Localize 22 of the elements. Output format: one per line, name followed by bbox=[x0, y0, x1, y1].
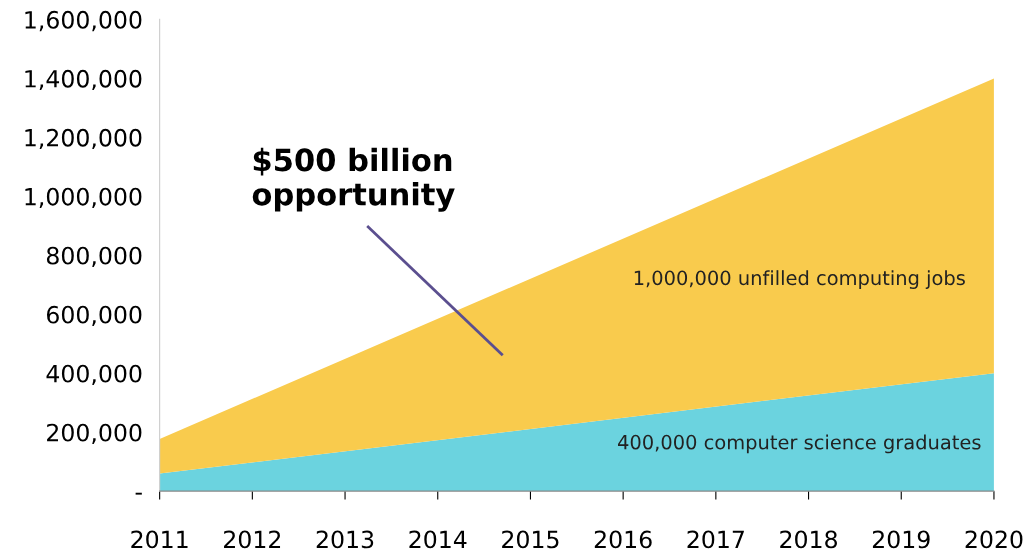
y-tick-label: 1,200,000 bbox=[25, 128, 142, 150]
x-tick-label: 2012 bbox=[224, 530, 281, 549]
y-tick-label: 200,000 bbox=[47, 423, 142, 444]
series-label: 400,000 computer science graduates bbox=[618, 434, 981, 454]
x-tick-label: 2020 bbox=[965, 530, 1023, 549]
y-tick-label: 1,400,000 bbox=[25, 69, 142, 91]
y-tick-label: 1,600,000 bbox=[25, 10, 142, 32]
x-tick-label: 2015 bbox=[502, 530, 559, 549]
x-tick-label: 2017 bbox=[687, 530, 744, 549]
x-tick-label: 2013 bbox=[316, 530, 374, 549]
x-tick-label: 2016 bbox=[594, 530, 652, 549]
y-tick-label: 800,000 bbox=[46, 246, 142, 268]
x-tick-label: 2018 bbox=[780, 530, 837, 549]
y-tick-label: - bbox=[135, 492, 142, 495]
y-tick-label: 1,000,000 bbox=[25, 187, 142, 209]
x-tick-label: 2011 bbox=[131, 530, 188, 549]
y-tick-label: 600,000 bbox=[46, 305, 142, 326]
series-label: 1,000,000 unfilled computing jobs bbox=[634, 270, 965, 289]
y-tick-label: 400,000 bbox=[46, 364, 142, 385]
x-tick-label: 2019 bbox=[872, 530, 930, 549]
annotation: $500 billion opportunity bbox=[252, 147, 455, 212]
x-tick-label: 2014 bbox=[409, 530, 467, 549]
